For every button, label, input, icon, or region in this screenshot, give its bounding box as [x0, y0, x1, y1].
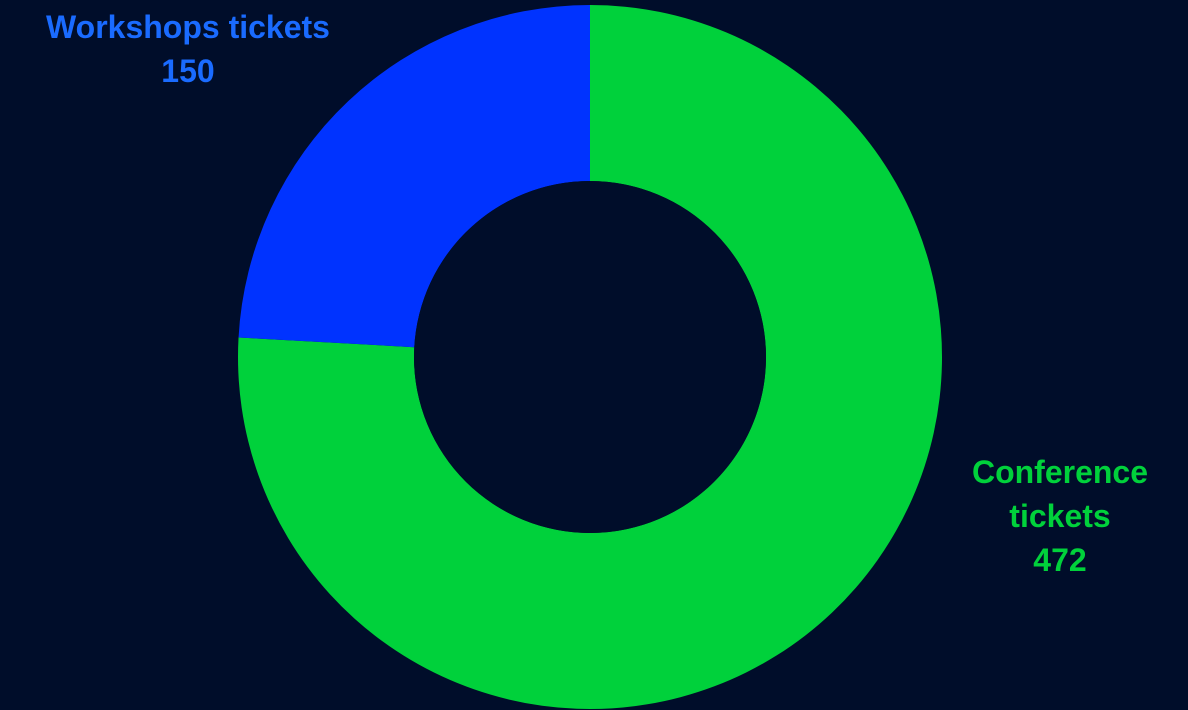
data-label-conference-name: Conference tickets: [971, 454, 1149, 534]
pie-slice-workshops: [238, 5, 590, 348]
data-label-conference-value: 472: [1033, 542, 1087, 578]
slices-group: [237, 5, 942, 709]
data-label-conference: Conference tickets 472: [940, 450, 1180, 582]
pie-slice-conference: [237, 5, 942, 709]
data-label-workshops-value: 150: [161, 53, 215, 89]
donut-hole: [414, 181, 766, 533]
data-label-workshops-name: Workshops tickets: [46, 9, 330, 45]
data-label-workshops: Workshops tickets 150: [18, 5, 358, 93]
